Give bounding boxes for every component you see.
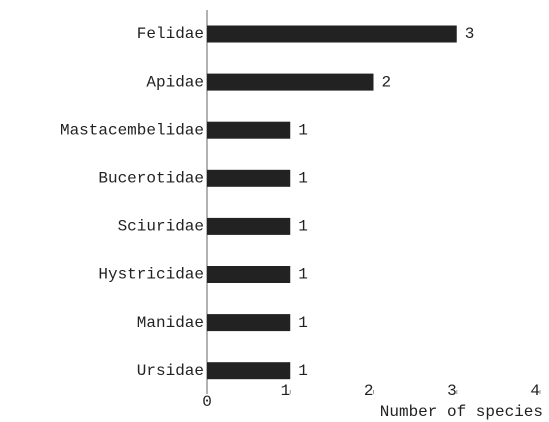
bar	[207, 217, 291, 235]
y-tick-label: Hystricidae	[98, 266, 204, 284]
y-tick-label: Sciuridae	[118, 218, 204, 236]
x-tick-label: 0	[202, 393, 212, 411]
value-label: 1	[298, 266, 308, 284]
x-tick-label: 1	[281, 382, 291, 400]
x-tick-label: 2	[364, 382, 374, 400]
value-label: 1	[298, 218, 308, 236]
y-tick-label: Manidae	[137, 314, 204, 332]
value-label: 2	[382, 73, 392, 91]
bar	[207, 169, 291, 187]
value-label: 1	[298, 362, 308, 380]
bar	[207, 314, 291, 332]
y-tick-label: Bucerotidae	[98, 170, 204, 188]
value-label: 1	[298, 314, 308, 332]
x-tick-label: 4	[530, 382, 540, 400]
y-tick-label: Ursidae	[137, 362, 204, 380]
bar	[207, 121, 291, 139]
bar	[207, 25, 457, 43]
x-tick-label: 3	[447, 382, 457, 400]
y-tick-label: Mastacembelidae	[60, 121, 204, 139]
bar	[207, 362, 291, 380]
value-label: 1	[298, 121, 308, 139]
bar	[207, 266, 291, 283]
y-tick-label: Apidae	[146, 73, 204, 91]
value-label: 3	[465, 25, 475, 43]
x-axis-label: Number of species	[380, 403, 543, 421]
y-tick-label: Felidae	[137, 25, 204, 43]
bar	[207, 73, 374, 91]
value-label: 1	[298, 170, 308, 188]
